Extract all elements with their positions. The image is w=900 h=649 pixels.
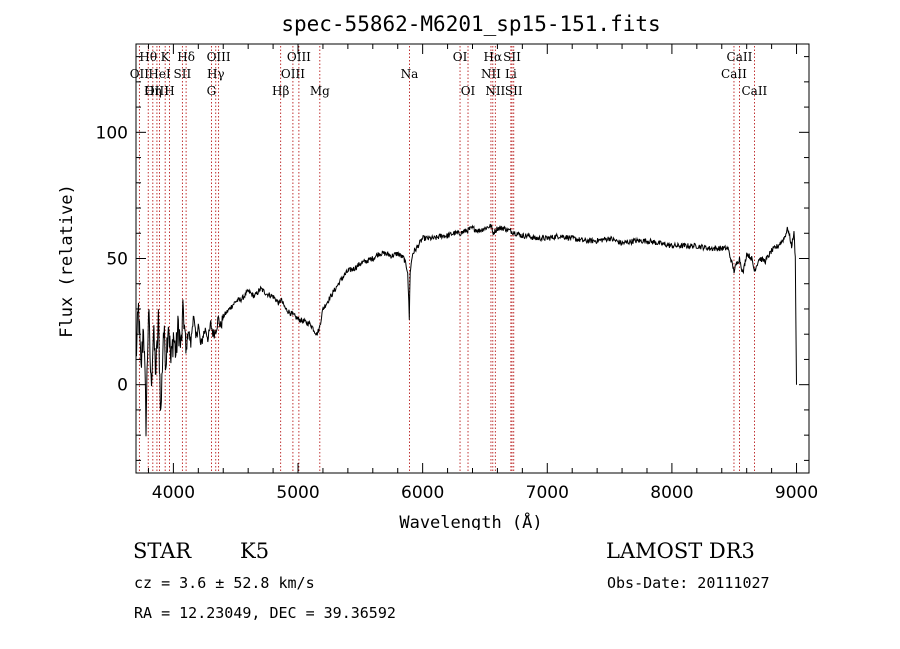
x-axis-label: Wavelength (Å): [399, 511, 542, 530]
x-tick-label: 9000: [775, 483, 818, 503]
coordinates-readout: RA = 12.23049, DEC = 39.36592: [134, 604, 396, 622]
spectral-line-label: Hα: [484, 50, 503, 64]
x-tick-label: 6000: [401, 483, 444, 503]
plot-frame: [135, 43, 810, 474]
spectral-line-label: H: [164, 84, 174, 98]
spectral-subclass: K5: [240, 539, 270, 563]
spectral-line-markers: [138, 46, 755, 473]
spectral-line-label: OIII: [281, 67, 305, 81]
spectral-line-label: SII: [505, 84, 523, 98]
x-tick-label: 7000: [526, 483, 569, 503]
spectral-line-label: OIII: [207, 50, 231, 64]
observation-date: Obs-Date: 20111027: [607, 574, 770, 592]
y-tick-label: 100: [96, 123, 128, 143]
y-tick-label: 0: [117, 376, 128, 396]
spectral-line-label: Hδ: [177, 50, 195, 64]
spectral-line-label: Mg: [310, 84, 330, 98]
axis-ticks: [136, 44, 809, 473]
spectral-line-label: CaII: [727, 50, 753, 64]
spectral-line-label: CaII: [721, 67, 747, 81]
spectral-line-label: Li: [505, 67, 517, 81]
spectrum-series-line: [135, 223, 797, 437]
spectral-line-label: G: [207, 84, 217, 98]
spectral-line-label: OI: [453, 50, 468, 64]
x-tick-label: 8000: [650, 483, 693, 503]
chart-title: spec-55862-M6201_sp15-151.fits: [281, 12, 660, 36]
spectral-line-label: CaII: [741, 84, 767, 98]
spectral-line-label: NII: [481, 67, 501, 81]
survey-name: LAMOST DR3: [606, 539, 755, 563]
spectral-line-label: Hθ: [139, 50, 157, 64]
spectral-line-label: HeI: [148, 67, 171, 81]
x-tick-label: 4000: [152, 483, 195, 503]
spectral-line-label: NII: [485, 84, 505, 98]
spectral-line-label: SII: [174, 67, 192, 81]
spectral-line-label: Hγ: [207, 67, 225, 81]
spectral-line-label: Hη: [144, 84, 162, 98]
y-tick-label: 50: [106, 250, 128, 270]
spectral-line-label: K: [161, 50, 171, 64]
spectral-line-label: OIII: [145, 84, 169, 98]
spectral-line-label: OI: [461, 84, 476, 98]
spectral-line-label: OII: [130, 67, 150, 81]
object-class: STAR: [133, 539, 192, 563]
spectral-line-label: SII: [503, 50, 521, 64]
redshift-readout: cz = 3.6 ± 52.8 km/s: [134, 574, 315, 592]
spectral-line-label: Na: [401, 67, 419, 81]
spectral-line-label: Hβ: [272, 84, 289, 98]
axis-tick-labels: 4000 5000 6000 7000 8000 9000 0 50 100: [96, 123, 819, 503]
x-tick-label: 5000: [276, 483, 319, 503]
spectral-line-label: OIII: [287, 50, 311, 64]
y-axis-label: Flux (relative): [57, 184, 77, 338]
